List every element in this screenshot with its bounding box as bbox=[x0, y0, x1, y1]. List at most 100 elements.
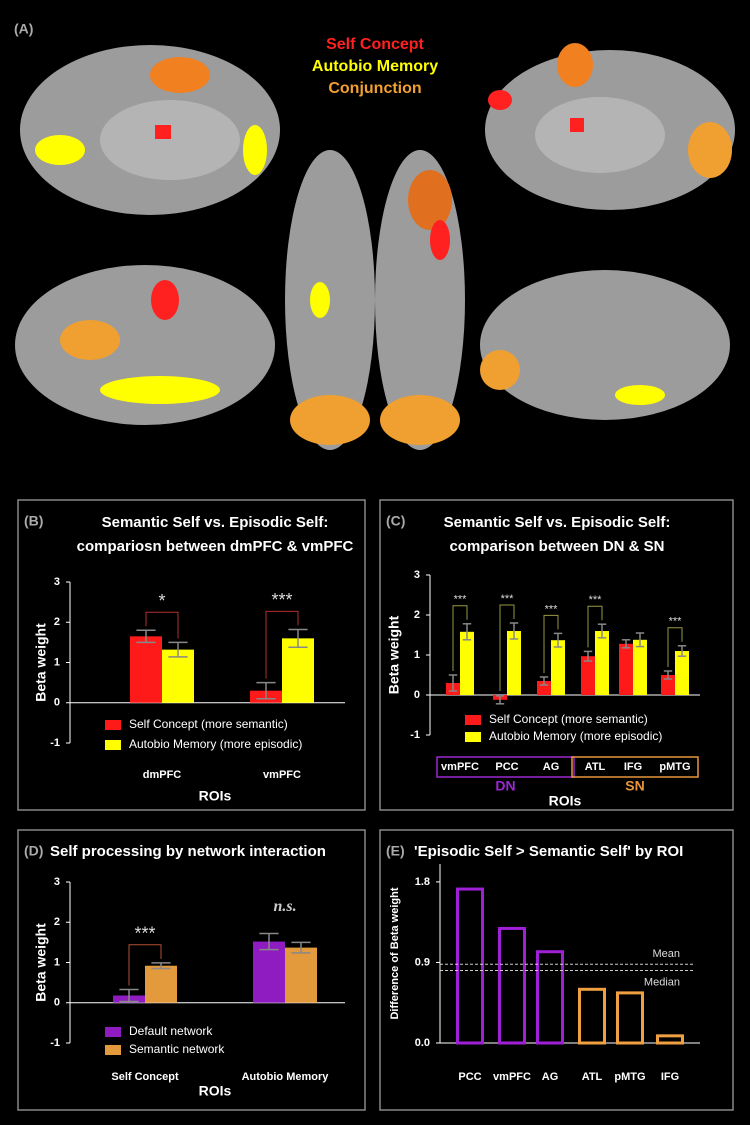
y-axis-label: Beta weight bbox=[33, 923, 49, 1002]
error-bar bbox=[136, 629, 156, 644]
error-bar bbox=[635, 632, 645, 648]
bar bbox=[145, 965, 177, 1003]
chart-title: compariosn between dmPFC & vmPFC bbox=[77, 538, 354, 555]
x-tick-label: IFG bbox=[624, 761, 642, 773]
y-tick-label: 2 bbox=[54, 616, 60, 628]
legend-swatch bbox=[465, 732, 481, 742]
legend-swatch bbox=[105, 1027, 121, 1037]
bar bbox=[507, 631, 521, 695]
x-axis-label: ROIs bbox=[199, 1083, 232, 1099]
significance-bracket bbox=[667, 627, 683, 667]
chart-title: Semantic Self vs. Episodic Self: bbox=[444, 514, 671, 531]
bar bbox=[619, 643, 633, 695]
legend-entry: Conjunction bbox=[328, 80, 421, 97]
y-tick-label: -1 bbox=[410, 729, 420, 741]
bar bbox=[581, 656, 595, 695]
error-bar bbox=[597, 623, 607, 639]
legend-label: Default network bbox=[129, 1024, 213, 1038]
legend-swatch bbox=[105, 720, 121, 730]
y-tick-label: 1 bbox=[54, 956, 60, 968]
reference-label: Mean bbox=[652, 948, 680, 960]
significance-bracket bbox=[128, 944, 162, 986]
error-bar bbox=[539, 676, 549, 686]
bar bbox=[282, 638, 314, 703]
panel-label: (B) bbox=[24, 513, 43, 529]
bar bbox=[460, 631, 474, 695]
chart-title: Semantic Self vs. Episodic Self: bbox=[102, 514, 329, 531]
x-tick-label: vmPFC bbox=[493, 1071, 531, 1083]
bar bbox=[616, 991, 644, 1045]
y-axis-label: Difference of Beta weight bbox=[389, 887, 401, 1019]
y-tick-label: 0 bbox=[54, 697, 60, 709]
y-tick-label: 2 bbox=[414, 609, 420, 621]
panel-label: (C) bbox=[386, 513, 405, 529]
bar bbox=[595, 631, 609, 695]
x-tick-label: Autobio Memory bbox=[242, 1071, 330, 1083]
bar bbox=[656, 1034, 684, 1045]
x-axis-label: ROIs bbox=[549, 793, 582, 809]
legend-entry: Autobio Memory bbox=[312, 58, 438, 75]
bar bbox=[633, 639, 647, 695]
bar bbox=[285, 947, 317, 1003]
bar bbox=[162, 649, 194, 703]
significance-bracket bbox=[265, 610, 299, 679]
legend-swatch bbox=[105, 740, 121, 750]
error-bar bbox=[256, 681, 276, 700]
y-tick-label: 1 bbox=[54, 656, 60, 668]
bar bbox=[551, 640, 565, 695]
significance-label: *** bbox=[669, 616, 683, 628]
x-axis-label: ROIs bbox=[199, 788, 232, 804]
legend-label: Semantic network bbox=[129, 1042, 225, 1056]
panel-label: (D) bbox=[24, 843, 43, 859]
chart-title: 'Episodic Self > Semantic Self' by ROI bbox=[414, 843, 683, 860]
significance-bracket bbox=[587, 605, 603, 648]
error-bar bbox=[677, 645, 687, 657]
chart-title: Self processing by network interaction bbox=[50, 843, 326, 860]
significance-bracket bbox=[499, 604, 515, 691]
y-tick-label: 2 bbox=[54, 916, 60, 928]
panel-label: (A) bbox=[14, 21, 33, 37]
panel-label: (E) bbox=[386, 843, 405, 859]
bar bbox=[661, 675, 675, 695]
legend-entry: Self Concept bbox=[326, 36, 424, 53]
group-label: SN bbox=[625, 778, 644, 794]
x-tick-label: pMTG bbox=[614, 1071, 645, 1083]
bar bbox=[456, 887, 484, 1045]
x-tick-label: AG bbox=[542, 1071, 559, 1083]
y-tick-label: 3 bbox=[54, 876, 60, 888]
error-bar bbox=[259, 932, 279, 951]
error-bar bbox=[151, 962, 171, 970]
panel-border bbox=[17, 829, 366, 1111]
group-label: DN bbox=[495, 778, 515, 794]
error-bar bbox=[663, 670, 673, 680]
error-bar bbox=[621, 639, 631, 649]
panel-border bbox=[379, 499, 734, 811]
significance-label: * bbox=[158, 591, 165, 611]
legend-label: Autobio Memory (more episodic) bbox=[489, 729, 662, 743]
error-bar bbox=[583, 650, 593, 662]
x-tick-label: AG bbox=[543, 761, 560, 773]
chart-title: comparison between DN & SN bbox=[449, 538, 664, 555]
x-tick-label: PCC bbox=[495, 761, 518, 773]
panel-border bbox=[379, 829, 734, 1111]
y-axis-label: Beta weight bbox=[386, 615, 402, 694]
significance-bracket bbox=[543, 614, 559, 673]
group-box bbox=[571, 756, 699, 778]
legend-label: Autobio Memory (more episodic) bbox=[129, 737, 302, 751]
x-tick-label: IFG bbox=[661, 1071, 679, 1083]
brain-renderings bbox=[15, 43, 735, 450]
y-axis-label: Beta weight bbox=[33, 623, 49, 702]
error-bar bbox=[288, 628, 308, 648]
y-tick-label: 0.9 bbox=[415, 956, 430, 968]
reference-label: Median bbox=[644, 976, 680, 988]
bar bbox=[675, 651, 689, 695]
significance-label: *** bbox=[545, 603, 559, 615]
x-tick-label: pMTG bbox=[659, 761, 690, 773]
y-tick-label: 3 bbox=[54, 576, 60, 588]
x-tick-label: dmPFC bbox=[143, 769, 182, 781]
significance-label: *** bbox=[501, 593, 515, 605]
bar bbox=[536, 950, 564, 1045]
significance-bracket bbox=[145, 611, 179, 639]
significance-label: *** bbox=[589, 594, 603, 606]
